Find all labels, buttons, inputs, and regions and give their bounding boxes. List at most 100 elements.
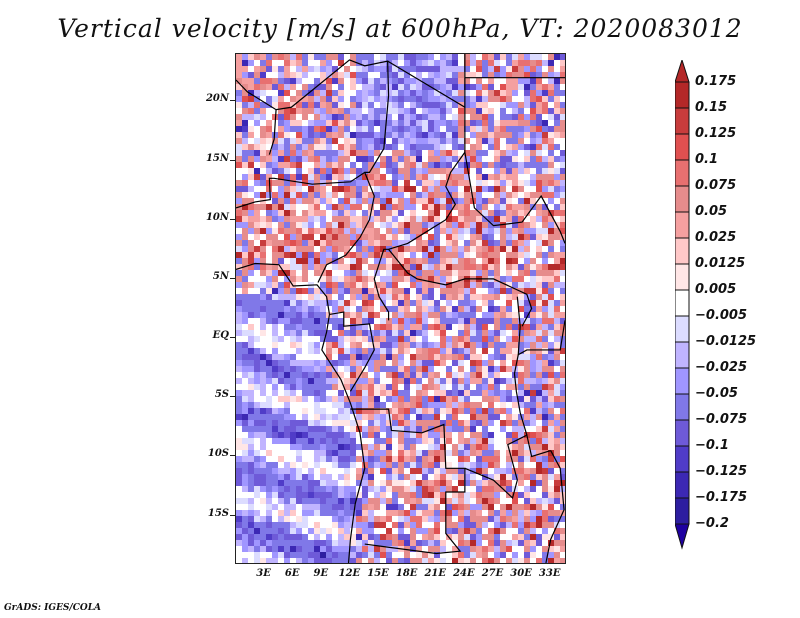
field-cell xyxy=(374,420,380,426)
field-cell xyxy=(464,492,470,498)
field-cell xyxy=(368,480,374,486)
field-cell xyxy=(404,516,410,522)
field-cell xyxy=(374,216,380,222)
field-cell xyxy=(518,150,524,156)
field-cell xyxy=(434,510,440,516)
field-cell xyxy=(320,468,326,474)
field-cell xyxy=(398,108,404,114)
field-cell xyxy=(392,186,398,192)
field-cell xyxy=(338,504,344,510)
field-cell xyxy=(248,174,254,180)
field-cell xyxy=(470,450,476,456)
field-cell xyxy=(458,402,464,408)
field-cell xyxy=(344,522,350,528)
field-cell xyxy=(530,516,536,522)
field-cell xyxy=(266,120,272,126)
field-cell xyxy=(476,318,482,324)
field-cell xyxy=(524,288,530,294)
field-cell xyxy=(278,402,284,408)
field-cell xyxy=(452,432,458,438)
field-cell xyxy=(338,348,344,354)
field-cell xyxy=(386,474,392,480)
field-cell xyxy=(422,234,428,240)
field-cell xyxy=(488,72,494,78)
field-cell xyxy=(278,390,284,396)
field-cell xyxy=(536,420,542,426)
field-cell xyxy=(326,492,332,498)
border-gabon-congo xyxy=(329,311,375,392)
field-cell xyxy=(488,78,494,84)
field-cell xyxy=(452,90,458,96)
field-cell xyxy=(506,276,512,282)
field-cell xyxy=(272,186,278,192)
field-cell xyxy=(446,264,452,270)
field-cell xyxy=(386,78,392,84)
field-cell xyxy=(326,360,332,366)
field-cell xyxy=(314,498,320,504)
field-cell xyxy=(380,144,386,150)
field-cell xyxy=(452,528,458,534)
field-cell xyxy=(416,282,422,288)
field-cell xyxy=(284,474,290,480)
field-cell xyxy=(362,66,368,72)
field-cell xyxy=(410,348,416,354)
field-cell xyxy=(302,522,308,528)
field-cell xyxy=(452,378,458,384)
field-cell xyxy=(488,516,494,522)
field-cell xyxy=(248,402,254,408)
field-cell xyxy=(368,492,374,498)
field-cell xyxy=(482,126,488,132)
field-cell xyxy=(260,420,266,426)
field-cell xyxy=(560,396,565,402)
field-cell xyxy=(518,450,524,456)
field-cell xyxy=(470,180,476,186)
field-cell xyxy=(494,288,500,294)
field-cell xyxy=(512,492,518,498)
field-cell xyxy=(542,294,548,300)
field-cell xyxy=(320,498,326,504)
field-cell xyxy=(296,324,302,330)
field-cell xyxy=(362,498,368,504)
field-cell xyxy=(338,174,344,180)
field-cell xyxy=(308,360,314,366)
field-cell xyxy=(242,444,248,450)
field-cell xyxy=(524,264,530,270)
field-cell xyxy=(278,216,284,222)
field-cell xyxy=(542,492,548,498)
field-cell xyxy=(284,558,290,563)
field-cell xyxy=(476,108,482,114)
field-cell xyxy=(494,168,500,174)
field-cell xyxy=(302,138,308,144)
field-cell xyxy=(332,126,338,132)
field-cell xyxy=(500,354,506,360)
field-cell xyxy=(524,414,530,420)
field-cell xyxy=(362,354,368,360)
field-cell xyxy=(500,402,506,408)
field-cell xyxy=(488,528,494,534)
field-cell xyxy=(548,492,554,498)
field-cell xyxy=(524,90,530,96)
field-cell xyxy=(350,462,356,468)
field-cell xyxy=(476,366,482,372)
field-cell xyxy=(386,132,392,138)
field-cell xyxy=(434,354,440,360)
field-cell xyxy=(242,186,248,192)
field-cell xyxy=(386,348,392,354)
field-cell xyxy=(290,444,296,450)
field-cell xyxy=(392,432,398,438)
field-cell xyxy=(398,348,404,354)
field-cell xyxy=(284,522,290,528)
field-cell xyxy=(560,60,565,66)
field-cell xyxy=(302,126,308,132)
field-cell xyxy=(548,264,554,270)
field-cell xyxy=(356,336,362,342)
field-cell xyxy=(476,312,482,318)
field-cell xyxy=(368,324,374,330)
field-cell xyxy=(518,522,524,528)
field-cell xyxy=(476,528,482,534)
field-cell xyxy=(530,150,536,156)
field-cell xyxy=(320,480,326,486)
field-cell xyxy=(494,54,500,60)
field-cell xyxy=(320,336,326,342)
field-cell xyxy=(260,468,266,474)
